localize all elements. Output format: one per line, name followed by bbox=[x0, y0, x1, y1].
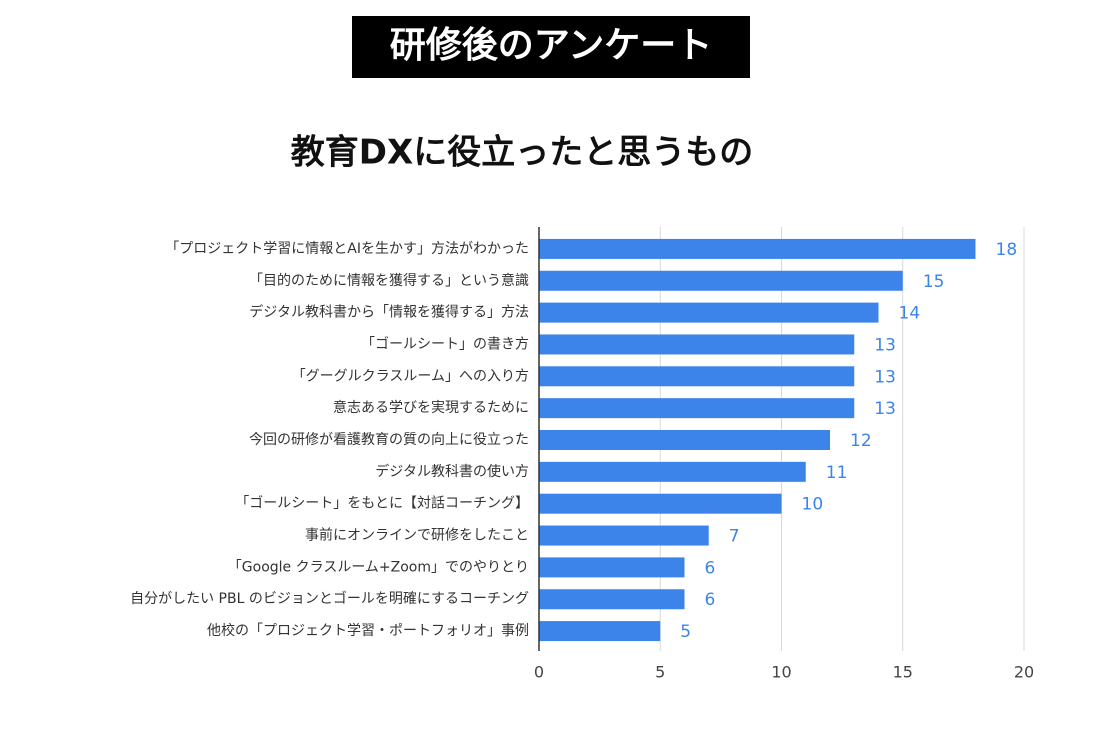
x-tick-label: 5 bbox=[655, 663, 665, 682]
bar bbox=[539, 621, 661, 642]
x-tick-label: 10 bbox=[771, 663, 791, 682]
value-label: 6 bbox=[705, 590, 716, 610]
bar bbox=[539, 461, 806, 482]
value-label: 12 bbox=[850, 431, 872, 451]
bar bbox=[539, 557, 685, 578]
value-label: 7 bbox=[729, 527, 740, 547]
value-label: 6 bbox=[705, 558, 716, 578]
bar bbox=[539, 366, 855, 387]
value-label: 18 bbox=[996, 240, 1018, 260]
bar bbox=[539, 430, 830, 450]
y-tick-label: 意志ある学びを実現するために bbox=[333, 399, 529, 416]
chart-title: 教育DXに役立ったと思うもの bbox=[291, 133, 753, 173]
value-label: 13 bbox=[874, 335, 896, 355]
value-label: 13 bbox=[874, 399, 896, 419]
header-title: 研修後のアンケート bbox=[390, 25, 713, 66]
bar bbox=[539, 525, 709, 546]
bar bbox=[539, 238, 976, 259]
bar bbox=[539, 589, 685, 610]
x-tick-label: 15 bbox=[893, 663, 913, 682]
x-tick-label: 20 bbox=[1014, 663, 1034, 682]
header-banner bbox=[352, 16, 750, 78]
y-tick-label: 「目的のために情報を獲得する」という意識 bbox=[249, 272, 529, 289]
bar bbox=[539, 398, 855, 419]
y-tick-label: デジタル教科書の使い方 bbox=[375, 463, 529, 480]
y-tick-label: 自分がしたい PBL のビジョンとゴールを明確にするコーチング bbox=[130, 590, 529, 607]
value-label: 5 bbox=[680, 622, 691, 642]
value-label: 13 bbox=[874, 367, 896, 387]
y-tick-label: 「プロジェクト学習に情報とAIを生かす」方法がわかった bbox=[165, 241, 529, 257]
y-tick-label: 「ゴールシート」の書き方 bbox=[361, 335, 529, 352]
y-tick-label: 他校の「プロジェクト学習・ポートフォリオ」事例 bbox=[207, 622, 529, 639]
value-label: 15 bbox=[923, 272, 945, 292]
bar bbox=[539, 270, 903, 291]
y-tick-label: 事前にオンラインで研修をしたこと bbox=[305, 527, 529, 544]
value-label: 11 bbox=[826, 463, 848, 483]
y-tick-label: 「グーグルクラスルーム」への入り方 bbox=[292, 368, 529, 384]
bar bbox=[539, 302, 879, 323]
value-label: 10 bbox=[802, 495, 824, 515]
y-tick-label: 「Google クラスルーム+Zoom」でのやりとり bbox=[228, 559, 529, 575]
y-tick-label: 「ゴールシート」をもとに【対話コーチング】 bbox=[235, 495, 529, 512]
value-label: 14 bbox=[899, 304, 921, 324]
bar bbox=[539, 334, 855, 355]
x-tick-label: 0 bbox=[534, 663, 544, 682]
y-tick-label: デジタル教科書から「情報を獲得する」方法 bbox=[249, 304, 529, 321]
y-tick-label: 今回の研修が看護教育の質の向上に役立った bbox=[249, 432, 529, 448]
bar bbox=[539, 493, 782, 514]
